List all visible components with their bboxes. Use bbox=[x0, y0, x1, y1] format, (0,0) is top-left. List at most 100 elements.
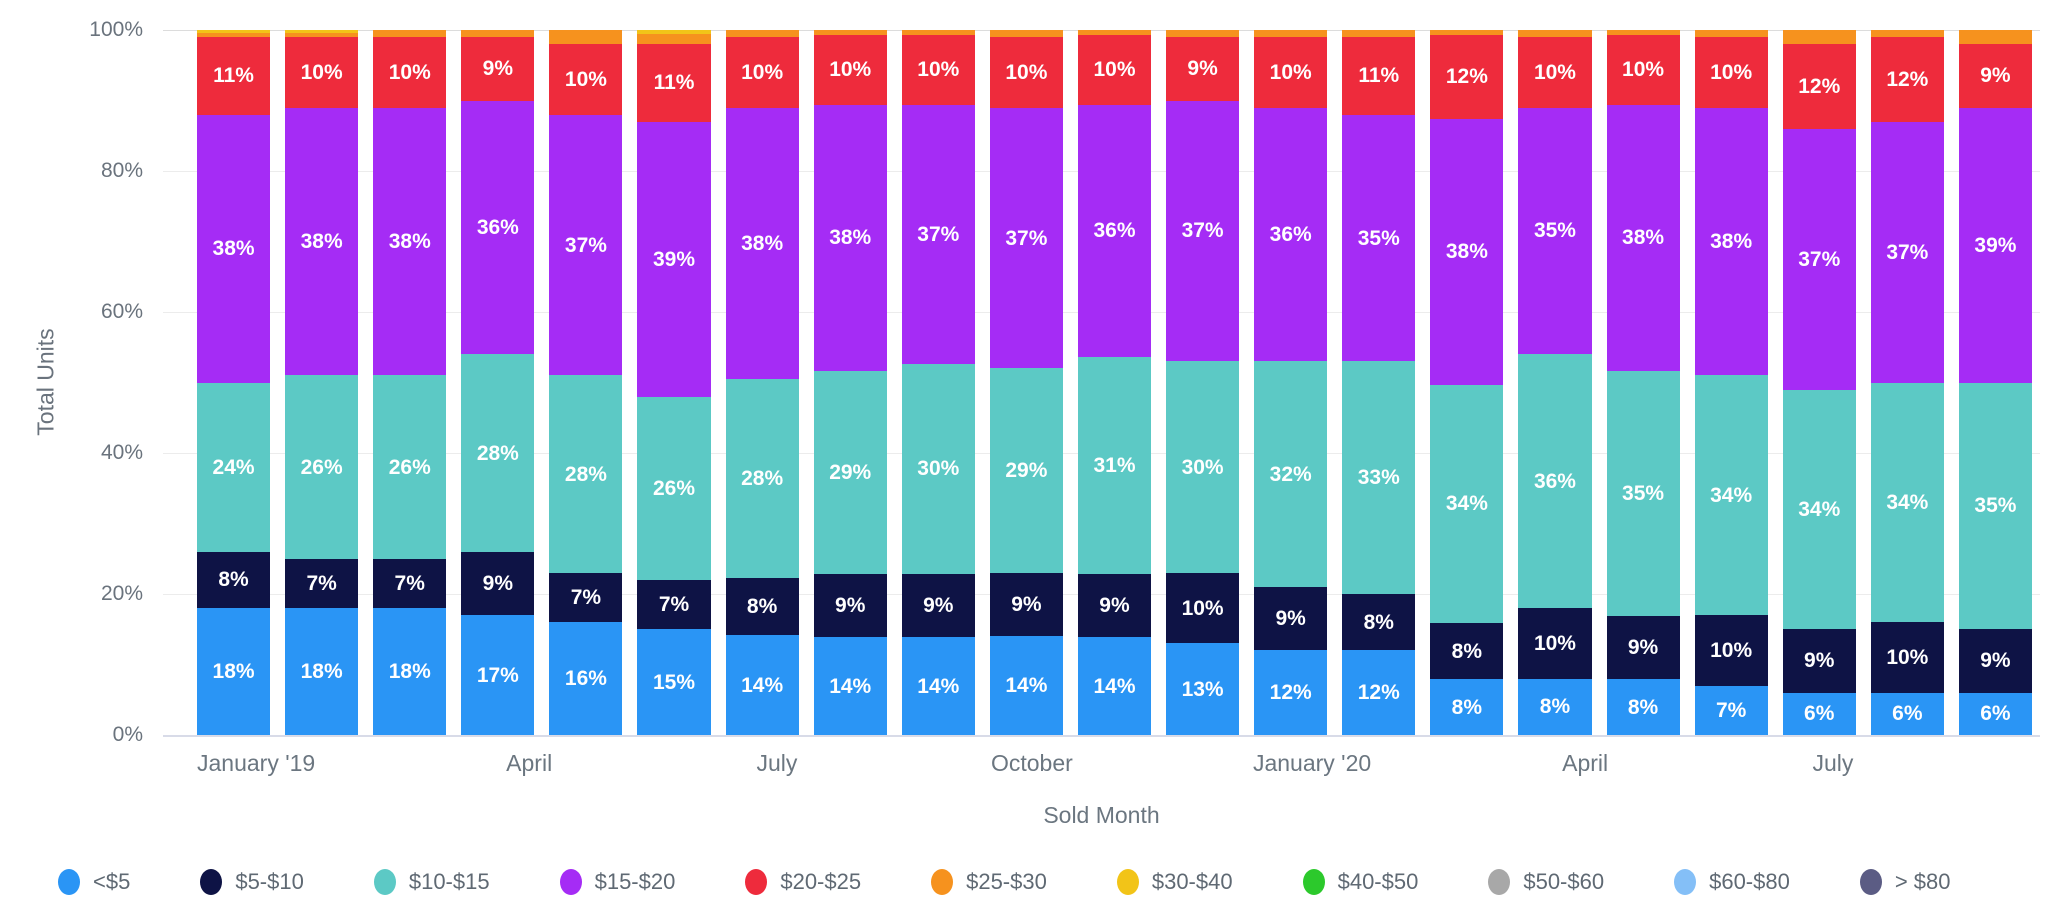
bar-segment-2025[interactable]: 10% bbox=[989, 37, 1063, 108]
bar-segment-5[interactable]: 8% bbox=[1606, 679, 1680, 735]
legend-item-3040[interactable]: $30-$40 bbox=[1116, 869, 1233, 895]
bar-segment-1015[interactable]: 33% bbox=[1342, 361, 1416, 595]
bar-segment-2025[interactable]: 10% bbox=[1254, 37, 1328, 108]
bar-segment-2025[interactable]: 10% bbox=[1694, 37, 1768, 108]
bar-segment-510[interactable]: 9% bbox=[813, 574, 887, 637]
bar-segment-2530[interactable] bbox=[1430, 30, 1504, 35]
bar-segment-1520[interactable]: 37% bbox=[1166, 100, 1240, 362]
bar-segment-2530[interactable] bbox=[1166, 30, 1240, 38]
bar-segment-1015[interactable]: 35% bbox=[1606, 370, 1680, 616]
bar-segment-1015[interactable]: 34% bbox=[1694, 375, 1768, 616]
bar-segment-510[interactable]: 7% bbox=[637, 579, 711, 630]
bar-segment-2025[interactable]: 11% bbox=[637, 44, 711, 122]
bar-segment-5[interactable]: 18% bbox=[197, 608, 271, 735]
legend-item-6080[interactable]: $60-$80 bbox=[1674, 869, 1790, 895]
bar-segment-510[interactable]: 8% bbox=[725, 578, 799, 636]
bar-segment-510[interactable]: 10% bbox=[1518, 608, 1592, 679]
bar-segment-1015[interactable]: 29% bbox=[813, 370, 887, 574]
bar-segment-2530[interactable] bbox=[1342, 30, 1416, 38]
bar-segment-1520[interactable]: 38% bbox=[725, 108, 799, 379]
bar-segment-1520[interactable]: 37% bbox=[989, 107, 1063, 369]
bar-segment-1015[interactable]: 28% bbox=[461, 354, 535, 552]
bar-segment-2025[interactable]: 9% bbox=[1166, 37, 1240, 101]
bar-segment-1520[interactable]: 36% bbox=[1077, 104, 1152, 357]
bar-segment-2530[interactable] bbox=[1958, 30, 2032, 45]
bar-segment-2530[interactable] bbox=[725, 30, 799, 38]
bar-segment-1520[interactable]: 37% bbox=[1782, 128, 1856, 390]
bar-segment-2025[interactable]: 10% bbox=[373, 37, 447, 108]
bar-segment-2530[interactable] bbox=[637, 34, 711, 45]
bar-segment-510[interactable]: 9% bbox=[1077, 574, 1152, 637]
bar-segment-510[interactable]: 7% bbox=[285, 558, 359, 609]
bar-segment-5[interactable]: 12% bbox=[1342, 650, 1416, 735]
bar-segment-510[interactable]: 8% bbox=[1342, 594, 1416, 651]
bar-segment-5[interactable]: 7% bbox=[1694, 685, 1768, 735]
bar-segment-2025[interactable]: 10% bbox=[1606, 34, 1680, 105]
bar-segment-1015[interactable]: 28% bbox=[725, 378, 799, 579]
bar-segment-510[interactable]: 9% bbox=[989, 572, 1063, 637]
bar-segment-1520[interactable]: 38% bbox=[1606, 104, 1680, 371]
bar-segment-5[interactable]: 15% bbox=[637, 629, 711, 735]
bar-segment-1520[interactable]: 37% bbox=[901, 104, 975, 364]
bar-segment-5[interactable]: 18% bbox=[373, 608, 447, 735]
bar-segment-2530[interactable] bbox=[1518, 30, 1592, 38]
bar-segment-1520[interactable]: 38% bbox=[1694, 107, 1768, 376]
bar-segment-5[interactable]: 8% bbox=[1518, 678, 1592, 735]
bar-segment-2025[interactable]: 10% bbox=[813, 34, 887, 105]
legend-item-510[interactable]: $5-$10 bbox=[200, 869, 304, 895]
legend-item-5[interactable]: <$5 bbox=[58, 869, 130, 895]
bar-segment-1520[interactable]: 36% bbox=[1254, 107, 1328, 362]
bar-segment-510[interactable]: 7% bbox=[549, 572, 623, 623]
bar-segment-1520[interactable]: 37% bbox=[1870, 121, 1944, 383]
bar-segment-5[interactable]: 18% bbox=[285, 608, 359, 735]
legend-item-5060[interactable]: $50-$60 bbox=[1488, 869, 1604, 895]
bar-segment-1015[interactable]: 32% bbox=[1254, 361, 1328, 587]
bar-segment-2025[interactable]: 11% bbox=[197, 37, 271, 115]
bar-segment-1520[interactable]: 39% bbox=[1958, 107, 2032, 383]
bar-segment-2530[interactable] bbox=[285, 32, 359, 38]
bar-segment-1015[interactable]: 26% bbox=[637, 396, 711, 580]
bar-segment-1015[interactable]: 29% bbox=[989, 368, 1063, 573]
bar-segment-1015[interactable]: 30% bbox=[901, 363, 975, 574]
bar-segment-1015[interactable]: 26% bbox=[373, 375, 447, 559]
bar-segment-2530[interactable] bbox=[461, 30, 535, 38]
bar-segment-1015[interactable]: 26% bbox=[285, 375, 359, 559]
bar-segment-2530[interactable] bbox=[813, 30, 887, 35]
bar-segment-1520[interactable]: 35% bbox=[1518, 107, 1592, 355]
bar-segment-1015[interactable]: 34% bbox=[1782, 389, 1856, 630]
bar-segment-1015[interactable]: 24% bbox=[197, 382, 271, 552]
bar-segment-2025[interactable]: 10% bbox=[285, 37, 359, 108]
bar-segment-510[interactable]: 9% bbox=[1782, 629, 1856, 693]
bar-segment-2025[interactable]: 12% bbox=[1782, 44, 1856, 129]
legend-item-2530[interactable]: $25-$30 bbox=[931, 869, 1047, 895]
bar-segment-2025[interactable]: 10% bbox=[549, 44, 623, 115]
bar-segment-510[interactable]: 9% bbox=[1958, 629, 2032, 693]
bar-segment-1520[interactable]: 39% bbox=[637, 121, 711, 397]
bar-segment-5[interactable]: 14% bbox=[1077, 637, 1152, 735]
bar-segment-5[interactable]: 14% bbox=[813, 637, 887, 735]
bar-segment-1520[interactable]: 38% bbox=[813, 104, 887, 371]
bar-segment-5[interactable]: 14% bbox=[989, 636, 1063, 735]
bar-segment-510[interactable]: 10% bbox=[1694, 615, 1768, 686]
bar-segment-5[interactable]: 6% bbox=[1782, 692, 1856, 735]
bar-segment-2530[interactable] bbox=[1782, 30, 1856, 45]
bar-segment-1520[interactable]: 36% bbox=[461, 100, 535, 355]
bar-segment-2025[interactable]: 12% bbox=[1430, 34, 1504, 119]
bar-segment-3040[interactable] bbox=[197, 30, 271, 33]
bar-segment-5[interactable]: 8% bbox=[1430, 679, 1504, 735]
legend-item-1520[interactable]: $15-$20 bbox=[559, 869, 675, 895]
legend-item-80[interactable]: > $80 bbox=[1859, 869, 1951, 895]
bar-segment-5[interactable]: 12% bbox=[1254, 650, 1328, 735]
bar-segment-2530[interactable] bbox=[1694, 30, 1768, 38]
bar-segment-2025[interactable]: 10% bbox=[901, 34, 975, 105]
bar-segment-1520[interactable]: 38% bbox=[373, 107, 447, 376]
bar-segment-2025[interactable]: 11% bbox=[1342, 37, 1416, 115]
bar-segment-5[interactable]: 13% bbox=[1166, 643, 1240, 735]
bar-segment-2025[interactable]: 9% bbox=[461, 37, 535, 101]
bar-segment-1015[interactable]: 34% bbox=[1430, 384, 1504, 623]
bar-segment-1520[interactable]: 37% bbox=[549, 114, 623, 376]
bar-segment-1015[interactable]: 28% bbox=[549, 375, 623, 573]
bar-segment-2025[interactable]: 12% bbox=[1870, 37, 1944, 122]
bar-segment-2530[interactable] bbox=[989, 30, 1063, 38]
bar-segment-1520[interactable]: 38% bbox=[1430, 118, 1504, 385]
